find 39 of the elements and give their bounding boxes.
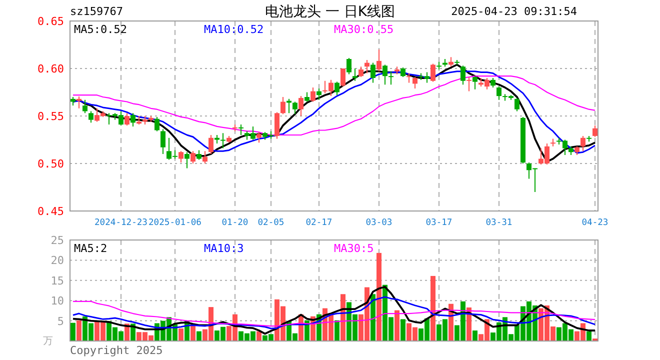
y-tick-label: 0.55 [38, 110, 64, 123]
chart-title: 电池龙头 一 日K线图 [264, 4, 396, 20]
y-tick-label: 25 [50, 234, 64, 247]
text: 2025-04-23 09:31:54 [451, 5, 578, 18]
bar [400, 319, 406, 341]
text: sz159767 [70, 5, 123, 18]
x-tick-label: 03-03 [366, 218, 392, 228]
y-tick-label: 5 [57, 314, 64, 328]
y-tick-label: 15 [50, 274, 64, 288]
bar [430, 276, 436, 341]
bar [376, 252, 382, 341]
bar [586, 331, 592, 341]
bar [370, 294, 376, 341]
bar [196, 331, 202, 341]
x-tick-label: 01-20 [222, 218, 248, 228]
bar [334, 320, 340, 341]
x-tick-label: 03-17 [426, 218, 452, 228]
bar [70, 322, 76, 341]
y-tick-label: 0.45 [38, 205, 64, 218]
x-tick-label: 02-17 [306, 218, 332, 228]
bar [76, 320, 82, 341]
y-tick-label: 0.60 [38, 62, 64, 76]
text: Copyright 2025 [70, 344, 163, 357]
x-tick-label: 2025-01-06 [148, 218, 202, 228]
x-tick-label: 02-05 [258, 218, 284, 228]
bar [394, 310, 400, 341]
y-axis-title: 万 [43, 336, 53, 347]
x-tick-label: 04-23 [582, 218, 608, 228]
y-tick-label: 0.65 [38, 15, 64, 28]
x-tick-label: 2024-12-23 [94, 218, 148, 228]
x-tick-label: 03-31 [486, 218, 512, 228]
y-tick-label: 10 [50, 294, 64, 308]
y-tick-label: 20 [50, 254, 64, 268]
bar [190, 325, 196, 341]
legend: MA5:0.52 MA10:0.52 MA30:0.55 [74, 23, 394, 36]
bar [472, 330, 478, 341]
y-tick-label: 0.50 [38, 158, 64, 170]
legend: MA5:2 MA10:3 MA30:5 [74, 242, 374, 255]
bar [178, 328, 184, 341]
